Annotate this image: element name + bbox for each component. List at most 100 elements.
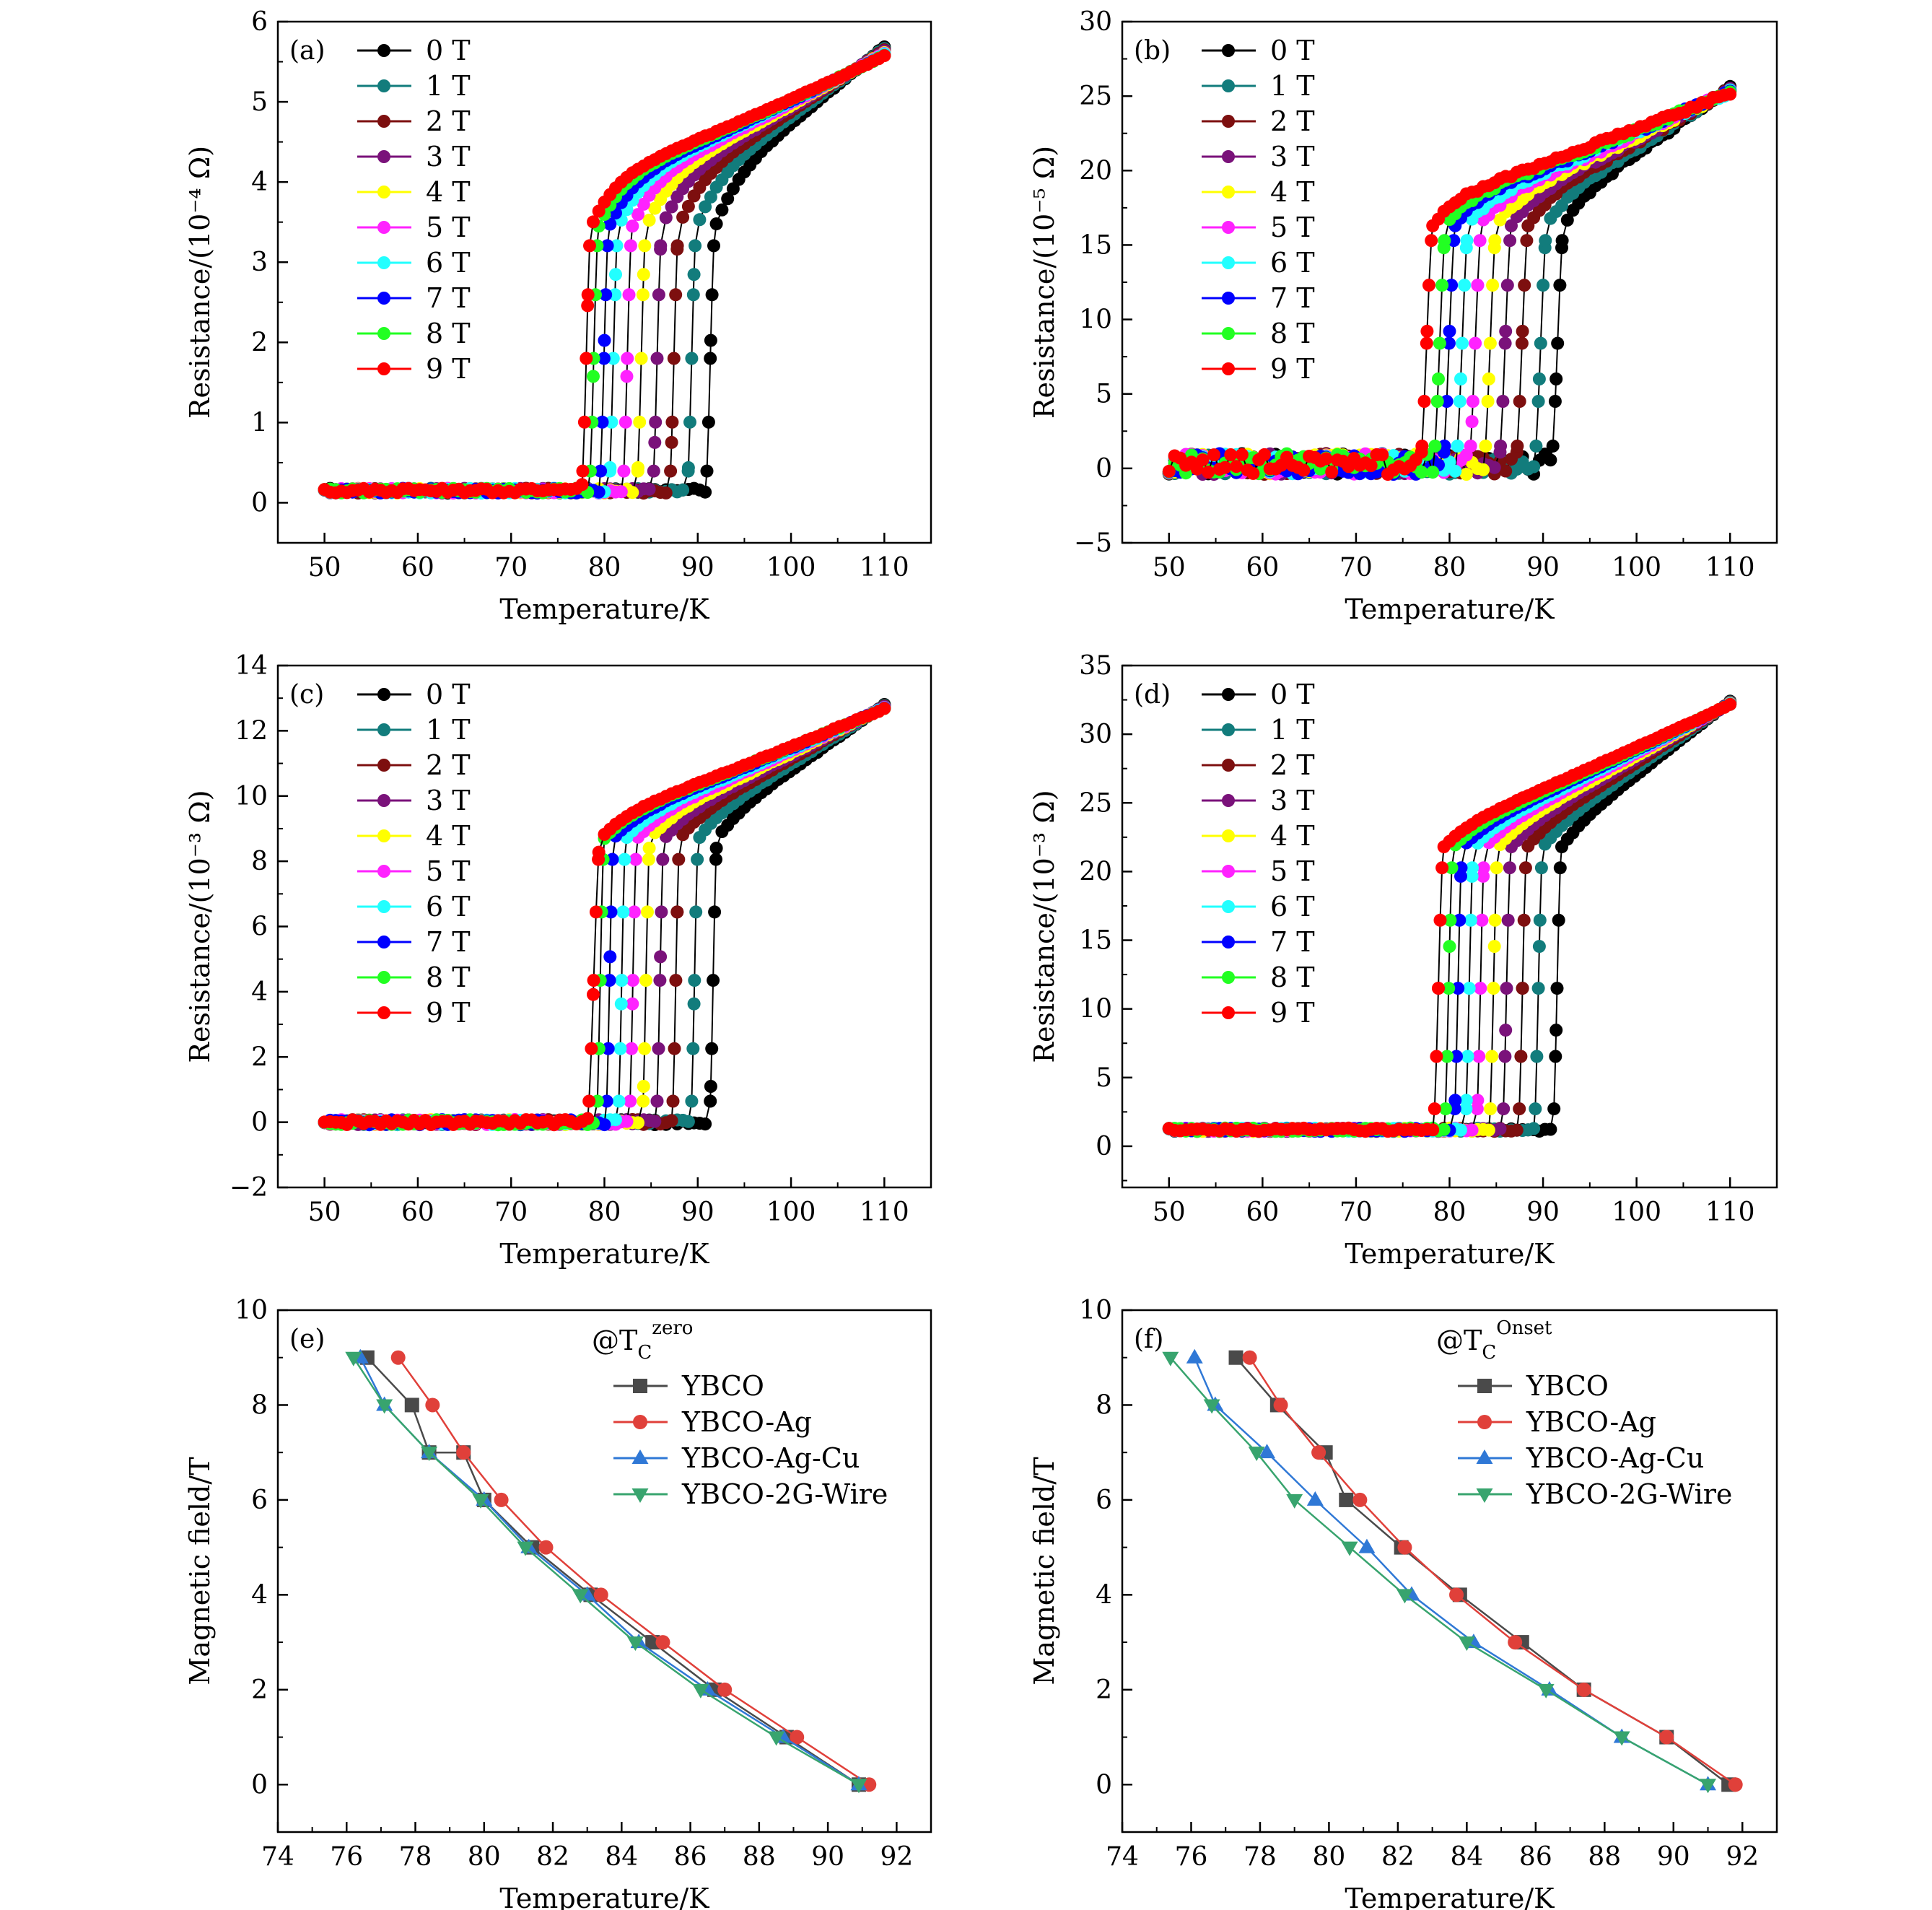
- legend-marker: [1222, 829, 1235, 842]
- data-point: [670, 905, 684, 919]
- data-point: [1453, 395, 1467, 408]
- y-axis-title: Magnetic field/T: [1028, 1457, 1060, 1685]
- plot-area: [1162, 694, 1737, 1138]
- data-point: [689, 905, 703, 919]
- data-point: [1432, 372, 1445, 385]
- data-point: [622, 288, 636, 302]
- y-tick-label: 0: [251, 1770, 268, 1800]
- data-point: [1453, 913, 1467, 927]
- annotation-sup: Onset: [1496, 1317, 1552, 1339]
- data-point: [650, 1094, 664, 1108]
- data-point: [1499, 1024, 1513, 1037]
- y-tick-label: 2: [251, 328, 268, 357]
- data-point: [614, 997, 628, 1011]
- data-point: [681, 1115, 695, 1128]
- data-point: [598, 1118, 611, 1132]
- legend-marker: [1222, 759, 1235, 772]
- legend-label: 6 T: [1270, 891, 1315, 923]
- data-point: [647, 464, 660, 478]
- data-point: [1447, 234, 1461, 248]
- legend-marker: [377, 79, 390, 92]
- data-point: [721, 192, 735, 206]
- y-axis-title: Resistance/(10⁻⁴ Ω): [184, 146, 216, 419]
- data-point: [1552, 913, 1565, 927]
- data-point: [665, 200, 678, 214]
- data-point: [1560, 213, 1574, 227]
- legend-marker: [1222, 362, 1235, 375]
- data-point: [704, 352, 717, 365]
- series-3: [1162, 1351, 1717, 1794]
- data-point: [1700, 1779, 1717, 1794]
- data-point: [1448, 1094, 1462, 1107]
- data-point: [637, 268, 650, 282]
- y-tick-label: 0: [251, 488, 268, 518]
- data-point: [592, 845, 606, 859]
- annotation-sup: zero: [652, 1317, 693, 1339]
- data-point: [692, 1683, 709, 1698]
- legend-marker: [377, 794, 390, 807]
- data-point: [1162, 1351, 1179, 1366]
- legend-label: 0 T: [426, 35, 471, 66]
- data-point: [1513, 395, 1526, 408]
- data-point: [404, 1397, 419, 1413]
- plot-frame: [1121, 1309, 1778, 1833]
- x-tick-label: 82: [1381, 1842, 1415, 1872]
- x-tick-label: 88: [743, 1842, 776, 1872]
- data-point: [637, 1080, 650, 1093]
- legend-marker: [377, 971, 390, 984]
- x-tick-label: 110: [1705, 1198, 1755, 1227]
- legend-label: 6 T: [426, 247, 471, 279]
- legend-label: 8 T: [426, 961, 471, 993]
- legend-label: 0 T: [1270, 679, 1315, 710]
- legend-label: 9 T: [426, 353, 471, 385]
- data-point: [1459, 468, 1473, 481]
- series-line: [352, 1357, 860, 1786]
- data-point: [1487, 940, 1501, 954]
- legend-marker: [377, 115, 390, 128]
- x-tick-label: 90: [1657, 1842, 1690, 1872]
- series-1: [390, 1350, 877, 1792]
- y-tick-label: 6: [251, 912, 268, 942]
- x-tick-label: 90: [811, 1842, 844, 1872]
- x-tick-label: 100: [1612, 553, 1661, 583]
- data-point: [587, 974, 600, 987]
- data-point: [642, 852, 655, 866]
- data-point: [1723, 697, 1737, 711]
- series-line: [1249, 1357, 1736, 1786]
- data-point: [1341, 1541, 1358, 1556]
- data-point: [609, 268, 622, 282]
- x-tick-label: 60: [1246, 1198, 1279, 1227]
- y-tick-label: 2: [251, 1042, 268, 1072]
- data-point: [700, 464, 714, 478]
- data-point: [1325, 465, 1339, 479]
- x-tick-label: 110: [1705, 553, 1755, 583]
- data-point: [648, 435, 662, 449]
- data-point: [1469, 336, 1482, 350]
- legend-label: 2 T: [1270, 105, 1315, 137]
- legend-marker: [631, 1449, 649, 1464]
- data-point: [878, 49, 891, 63]
- data-point: [587, 987, 600, 1001]
- data-point: [1420, 336, 1433, 350]
- data-point: [655, 1635, 670, 1650]
- legend-label: 9 T: [1270, 997, 1315, 1029]
- legend-marker: [1222, 865, 1235, 878]
- data-point: [1430, 1050, 1443, 1063]
- plot-area: [318, 40, 891, 500]
- data-point: [665, 415, 679, 429]
- data-point: [1433, 336, 1446, 350]
- x-tick-label: 76: [1175, 1842, 1208, 1872]
- legend-label: 2 T: [426, 749, 471, 781]
- data-point: [425, 1397, 440, 1413]
- y-tick-label: 8: [1096, 1390, 1112, 1420]
- legend-marker: [377, 44, 390, 57]
- panel-label: (a): [289, 36, 325, 66]
- data-point: [1485, 1050, 1499, 1063]
- data-point: [1352, 1492, 1368, 1507]
- data-point: [1242, 1350, 1257, 1365]
- data-point: [1517, 913, 1531, 927]
- legend: 0 T1 T2 T3 T4 T5 T6 T7 T8 T9 T: [357, 679, 471, 1029]
- data-point: [685, 1094, 699, 1108]
- y-axis-title: Resistance/(10⁻⁵ Ω): [1028, 146, 1060, 419]
